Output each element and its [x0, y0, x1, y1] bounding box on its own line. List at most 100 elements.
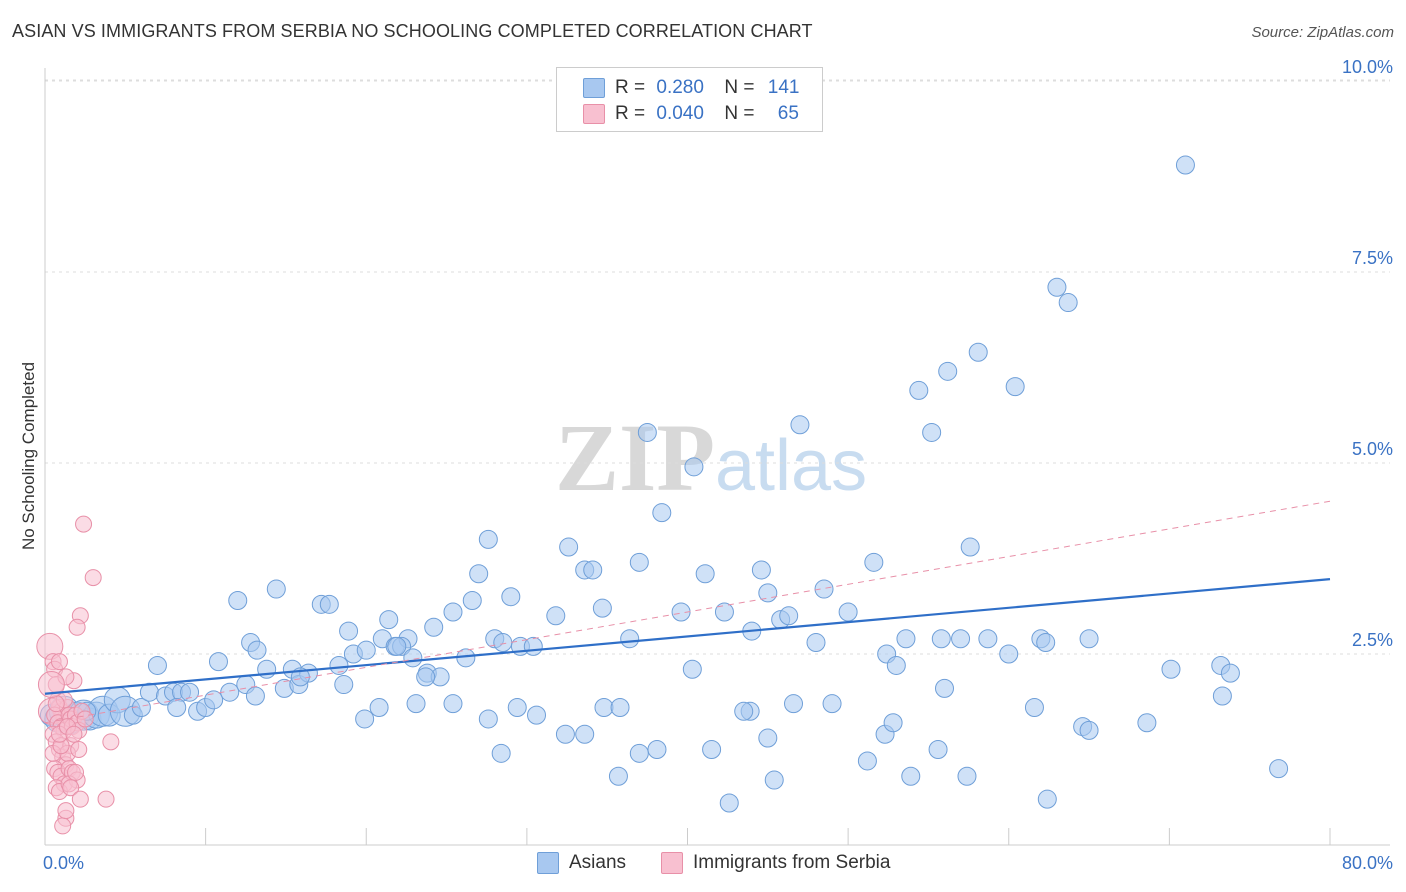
- legend-n-value: 141: [767, 77, 800, 98]
- data-point: [54, 817, 72, 835]
- data-point: [1036, 633, 1056, 653]
- data-point: [228, 591, 248, 611]
- data-point: [1212, 686, 1232, 706]
- data-point: [70, 741, 88, 758]
- data-point: [784, 694, 804, 714]
- data-point: [935, 678, 954, 698]
- source-credit: Source: ZipAtlas.com: [1251, 24, 1394, 41]
- data-point: [97, 790, 115, 808]
- data-point: [329, 655, 349, 675]
- watermark-atlas: atlas: [715, 426, 867, 506]
- data-point: [960, 537, 980, 557]
- data-point: [71, 790, 89, 808]
- y-tick-label: 2.5%: [1352, 630, 1393, 650]
- data-point: [751, 560, 771, 580]
- data-point: [838, 602, 858, 622]
- data-point: [719, 793, 739, 813]
- data-point: [75, 515, 93, 533]
- data-point: [647, 740, 667, 759]
- data-point: [682, 659, 702, 679]
- data-point: [695, 564, 715, 584]
- legend-n-value: 65: [777, 103, 799, 124]
- data-point: [559, 537, 579, 557]
- series-serbia: [36, 515, 120, 835]
- data-point: [546, 606, 566, 626]
- data-point: [1037, 789, 1057, 809]
- data-point: [167, 697, 187, 717]
- data-point: [684, 457, 704, 477]
- data-point: [886, 655, 906, 675]
- data-point: [938, 361, 958, 381]
- series-label-serbia: Immigrants from Serbia: [693, 852, 891, 873]
- data-point: [76, 710, 94, 728]
- data-point: [1005, 377, 1025, 397]
- data-point: [896, 629, 916, 649]
- x-tick-label-min: 0.0%: [43, 853, 84, 873]
- series-legend: Asians Immigrants from Serbia: [0, 852, 1406, 878]
- data-point: [629, 743, 649, 763]
- data-point: [443, 694, 463, 714]
- legend-swatch-asians: [583, 78, 605, 98]
- data-point: [864, 552, 884, 572]
- y-axis-label: No Schooling Completed: [19, 362, 38, 550]
- data-point: [1137, 713, 1157, 733]
- data-point: [968, 342, 988, 362]
- legend-swatch-serbia: [583, 104, 605, 124]
- data-point: [406, 694, 426, 714]
- y-tick-label: 7.5%: [1352, 248, 1393, 268]
- data-point: [462, 591, 482, 611]
- data-point: [1079, 629, 1099, 649]
- watermark-zip: ZIP: [555, 404, 715, 511]
- series-legend-serbia[interactable]: Immigrants from Serbia: [661, 852, 890, 874]
- data-point: [909, 380, 929, 400]
- data-point: [790, 415, 810, 435]
- data-point: [883, 713, 903, 733]
- data-point: [208, 652, 228, 672]
- legend-r-label: R =: [615, 77, 646, 98]
- data-point: [1079, 720, 1099, 740]
- data-point: [180, 682, 200, 702]
- data-point: [334, 675, 354, 695]
- data-point: [1047, 277, 1067, 297]
- data-point: [779, 606, 799, 626]
- series-swatch-asians: [537, 852, 559, 874]
- data-point: [637, 422, 657, 442]
- data-point: [62, 779, 80, 797]
- data-point: [583, 560, 603, 580]
- data-point: [610, 697, 630, 717]
- data-point: [620, 629, 640, 649]
- data-point: [416, 667, 436, 687]
- series-label-asians: Asians: [569, 852, 627, 873]
- data-point: [1058, 293, 1078, 313]
- data-point: [652, 503, 672, 523]
- x-tick-label-max: 80.0%: [1342, 853, 1393, 873]
- data-point: [1269, 759, 1289, 779]
- data-point: [50, 653, 68, 671]
- data-point: [608, 766, 628, 786]
- data-point: [822, 694, 842, 714]
- data-point: [507, 697, 527, 717]
- chart-title: ASIAN VS IMMIGRANTS FROM SERBIA NO SCHOO…: [12, 21, 813, 41]
- trend-line-serbia: [44, 500, 1331, 724]
- data-point: [806, 633, 826, 653]
- legend-row-serbia: R = 0.040 N = 65: [583, 102, 799, 126]
- data-point: [67, 763, 85, 781]
- data-point: [493, 633, 513, 653]
- data-point: [204, 690, 224, 710]
- data-point: [478, 709, 498, 729]
- data-point: [68, 618, 86, 636]
- data-point: [629, 552, 649, 572]
- data-point: [319, 594, 339, 614]
- data-point: [1220, 663, 1240, 683]
- data-point: [387, 636, 407, 656]
- data-point: [356, 640, 376, 660]
- data-point: [978, 629, 998, 649]
- data-point: [764, 770, 784, 790]
- legend-row-asians: R = 0.280 N = 141: [583, 76, 799, 100]
- series-legend-asians[interactable]: Asians: [537, 852, 626, 874]
- series-swatch-serbia: [661, 852, 683, 874]
- data-point: [355, 709, 375, 729]
- legend-r-value: 0.280: [656, 77, 704, 98]
- data-point: [266, 579, 286, 599]
- data-point: [928, 740, 948, 759]
